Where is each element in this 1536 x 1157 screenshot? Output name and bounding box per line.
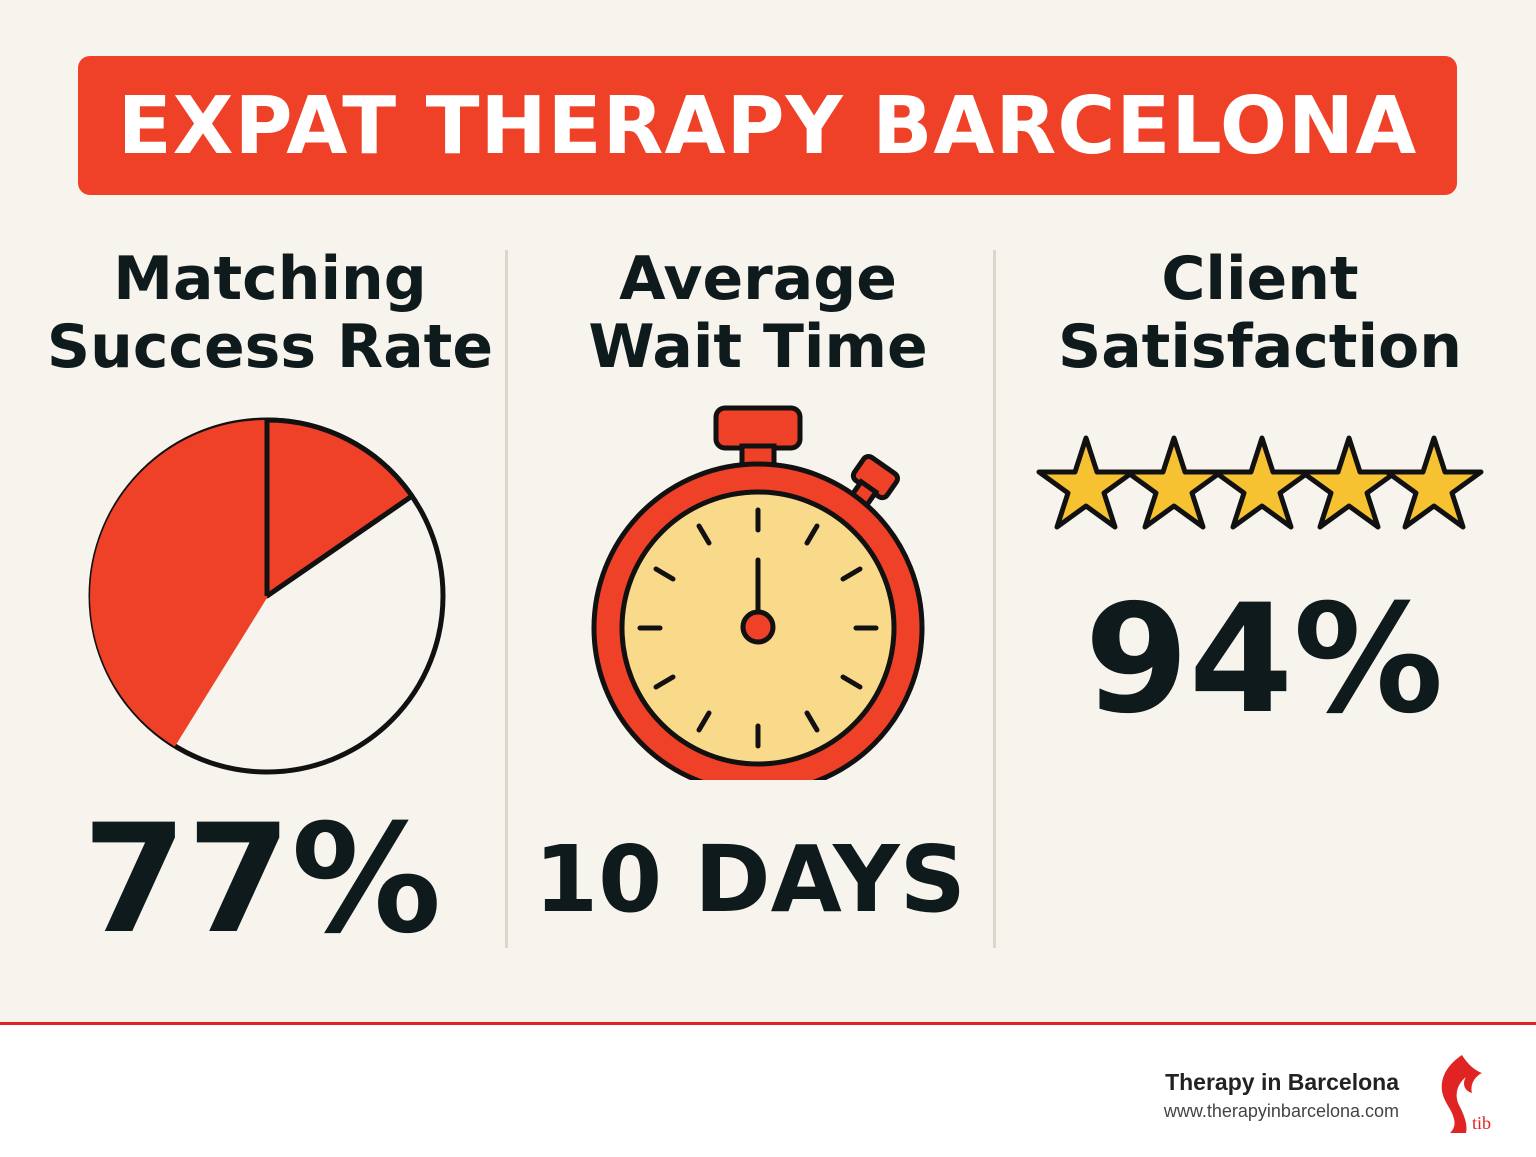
stat-matching-success: Matching Success Rate xyxy=(30,245,510,381)
stat-title-line1: Client xyxy=(1161,244,1359,314)
star-icon xyxy=(1036,435,1136,530)
page-title: EXPAT THERAPY BARCELONA xyxy=(117,79,1418,172)
stat-average-wait: Average Wait Time xyxy=(518,245,998,381)
stat-title-line1: Matching xyxy=(113,244,427,314)
pie-chart-icon xyxy=(88,417,446,775)
brand-url[interactable]: www.therapyinbarcelona.com xyxy=(1163,1101,1399,1121)
brand-name: Therapy in Barcelona xyxy=(1165,1069,1399,1095)
stat-title-line2: Success Rate xyxy=(46,312,494,382)
brand-logo-text: tib xyxy=(1472,1113,1491,1133)
star-icon xyxy=(1212,435,1312,530)
star-icon xyxy=(1384,435,1484,530)
average-wait-value: 10 DAYS xyxy=(534,826,966,933)
column-divider-left xyxy=(505,250,508,948)
stat-title-line1: Average xyxy=(619,244,897,314)
title-banner: EXPAT THERAPY BARCELONA xyxy=(78,56,1457,195)
stat-title-line2: Satisfaction xyxy=(1057,312,1462,382)
star-icon xyxy=(1299,435,1399,530)
column-divider-right xyxy=(993,250,996,948)
stat-client-satisfaction: Client Satisfaction xyxy=(1020,245,1500,381)
brand-logo-icon: tib xyxy=(1441,1055,1491,1133)
matching-success-value: 77% xyxy=(82,793,442,967)
stopwatch-icon xyxy=(591,405,925,780)
footer: Therapy in Barcelona www.therapyinbarcel… xyxy=(0,1022,1536,1157)
stat-title-line2: Wait Time xyxy=(588,312,928,382)
star-icon xyxy=(1124,435,1224,530)
client-satisfaction-value: 94% xyxy=(1084,573,1444,747)
five-stars-icon xyxy=(1036,435,1484,530)
